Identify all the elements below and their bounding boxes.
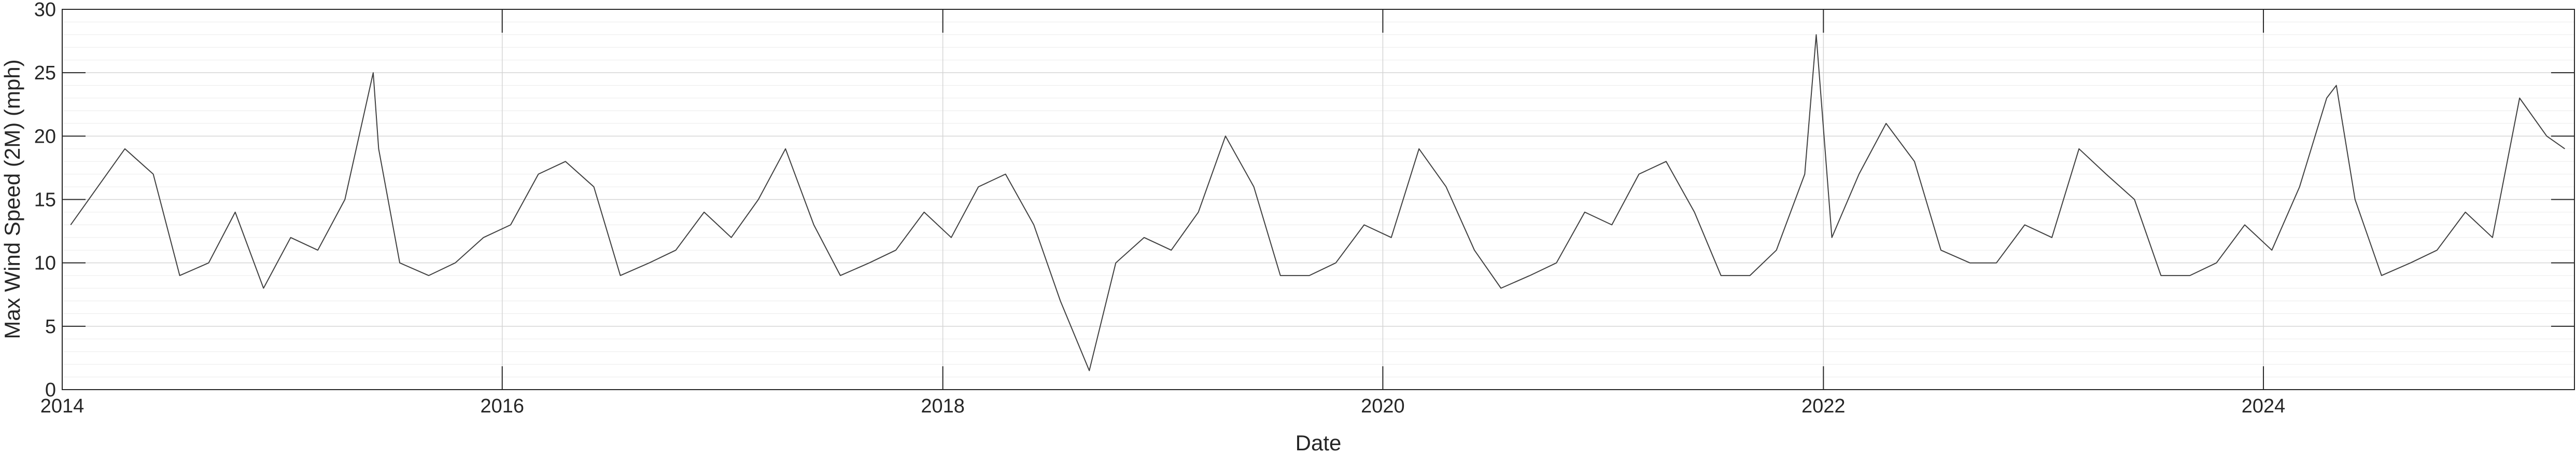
x-tick-labels: 2014 2016 2018 2020 2022 2024 xyxy=(40,395,2286,417)
x-axis-label: Date xyxy=(1296,431,1342,455)
x-tick-label: 2024 xyxy=(2242,395,2286,417)
x-tick-label: 2014 xyxy=(40,395,85,417)
x-tick-label: 2016 xyxy=(480,395,524,417)
y-tick-label: 30 xyxy=(34,0,56,21)
minor-grid xyxy=(62,21,2574,378)
x-tick-label: 2022 xyxy=(1801,395,1846,417)
y-tick-label: 15 xyxy=(34,189,56,211)
tick-marks xyxy=(62,9,2574,390)
y-tick-labels: 0 5 10 15 20 25 30 xyxy=(34,0,56,401)
series-line-0 xyxy=(70,34,2565,371)
y-tick-label: 20 xyxy=(34,126,56,147)
y-tick-label: 10 xyxy=(34,253,56,274)
series-layer xyxy=(70,34,2565,371)
y-tick-label: 25 xyxy=(34,62,56,84)
y-tick-label: 0 xyxy=(45,379,56,401)
x-tick-label: 2020 xyxy=(1361,395,1405,417)
x-tick-label: 2018 xyxy=(921,395,965,417)
y-tick-label: 5 xyxy=(45,316,56,338)
y-axis-label: Max Wind Speed (2M) (mph) xyxy=(0,59,24,339)
